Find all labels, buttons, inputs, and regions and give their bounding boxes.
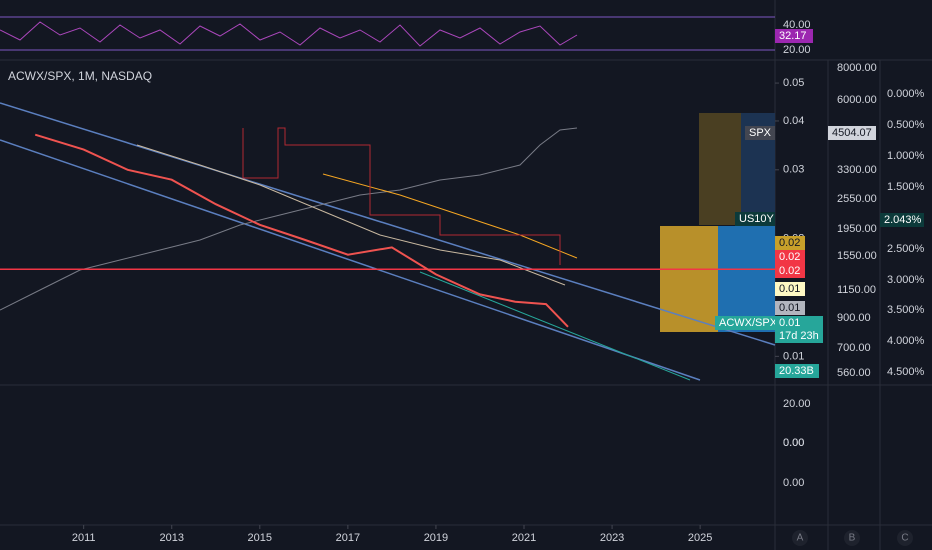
spx-scale-label: 900.00 — [837, 312, 871, 324]
countdown-tag: 17d 23h — [779, 330, 819, 342]
spx-scale-label: 6000.00 — [837, 94, 877, 106]
moving-average — [136, 144, 566, 286]
us10y-value-tag-bg — [880, 213, 924, 227]
y-tick-label: 0.03 — [783, 164, 804, 176]
rsi-tag: 32.17 — [779, 30, 807, 42]
spx-scale-label: 700.00 — [837, 342, 871, 354]
scale-button[interactable] — [897, 530, 913, 546]
symbol-name-tag: ACWX/SPX — [719, 317, 778, 329]
countdown-tag-bg — [775, 329, 823, 343]
spx-scale-label: 8000.00 — [837, 62, 877, 74]
channel-line — [0, 139, 701, 381]
price-tag-bg — [775, 236, 805, 250]
lower-scale-label: 0.00 — [783, 437, 804, 449]
spx-scale-label: 1150.00 — [837, 284, 876, 296]
spx-scale-label: 560.00 — [837, 367, 871, 379]
price-tag: 0.01 — [779, 302, 800, 314]
range-box — [660, 226, 718, 332]
rsi-line — [0, 21, 578, 47]
scale-button-label[interactable]: B — [849, 533, 856, 544]
stepped-line — [242, 127, 561, 265]
moving-average — [322, 173, 578, 259]
symbol-name-tag-bg — [715, 316, 775, 330]
y-tick-label: 0.04 — [783, 115, 804, 127]
yield-scale-label: 3.000% — [887, 274, 925, 286]
us10y-value-tag: 2.043% — [884, 214, 922, 226]
yield-scale-label: 3.500% — [887, 304, 925, 316]
symbol-value-tag-bg — [775, 316, 823, 330]
scale-button[interactable] — [792, 530, 808, 546]
yield-scale-label: 0.500% — [887, 119, 925, 131]
spx-name-tag-bg — [745, 126, 775, 140]
lower-scale-label: 0.00 — [783, 477, 804, 489]
volume-tag: 20.33B — [779, 365, 814, 377]
scale-button[interactable] — [844, 530, 860, 546]
x-tick-label: 2011 — [72, 532, 96, 544]
range-box — [699, 113, 741, 160]
spx-scale-label: 1550.00 — [837, 250, 877, 262]
yield-scale-label: 4.500% — [887, 366, 925, 378]
price-tag-bg — [775, 264, 805, 278]
range-box — [718, 226, 775, 332]
symbol-value-tag: 0.01 — [779, 317, 800, 329]
spx-value-tag-bg — [828, 126, 876, 140]
spx-name-tag: SPX — [749, 127, 772, 139]
x-tick-label: 2019 — [424, 532, 448, 544]
x-tick-label: 2013 — [159, 532, 183, 544]
yield-scale-label: 2.500% — [887, 243, 925, 255]
lower-scale-label: 20.00 — [783, 398, 811, 410]
scale-button-label[interactable]: C — [901, 533, 908, 544]
x-tick-label: 2023 — [600, 532, 624, 544]
lower-scale-label: 0.00 — [783, 437, 804, 449]
volume-tag-bg — [775, 364, 819, 378]
price-tag: 0.02 — [779, 251, 800, 263]
rsi-scale-label: 20.00 — [783, 44, 811, 56]
spx-line — [0, 127, 578, 311]
channel-line — [0, 102, 776, 346]
price-tag: 0.01 — [779, 283, 800, 295]
x-tick-label: 2021 — [512, 532, 536, 544]
us10y-name-tag: US10Y — [739, 213, 775, 225]
price-tag-bg — [775, 301, 805, 315]
rsi-scale-label: 40.00 — [783, 19, 811, 31]
yield-scale-label: 4.000% — [887, 335, 925, 347]
price-tag-bg — [775, 282, 805, 296]
spx-value-tag: 4504.07 — [832, 127, 872, 139]
yield-scale-label: 1.000% — [887, 150, 925, 162]
rsi-tag-bg — [775, 29, 813, 43]
yield-scale-label: 0.000% — [887, 88, 925, 100]
price-tag-bg — [775, 250, 805, 264]
chart-title: ACWX/SPX, 1M, NASDAQ — [8, 69, 152, 83]
x-tick-label: 2025 — [688, 532, 712, 544]
x-tick-label: 2017 — [336, 532, 360, 544]
scale-button-label[interactable]: A — [797, 533, 804, 544]
spx-scale-label: 3300.00 — [837, 164, 877, 176]
price-tag: 0.02 — [779, 237, 800, 249]
price-tag: 0.02 — [779, 265, 800, 277]
y-tick-label: 0.01 — [783, 350, 804, 362]
spx-scale-label: 1950.00 — [837, 223, 877, 235]
range-box — [699, 160, 741, 225]
spx-scale-label: 2550.00 — [837, 193, 877, 205]
x-tick-label: 2015 — [248, 532, 272, 544]
price-line — [34, 133, 569, 328]
us10y-name-tag-bg — [735, 212, 775, 226]
yield-scale-label: 1.500% — [887, 181, 925, 193]
channel-line — [419, 271, 691, 381]
y-tick-label: 0.05 — [783, 77, 804, 89]
